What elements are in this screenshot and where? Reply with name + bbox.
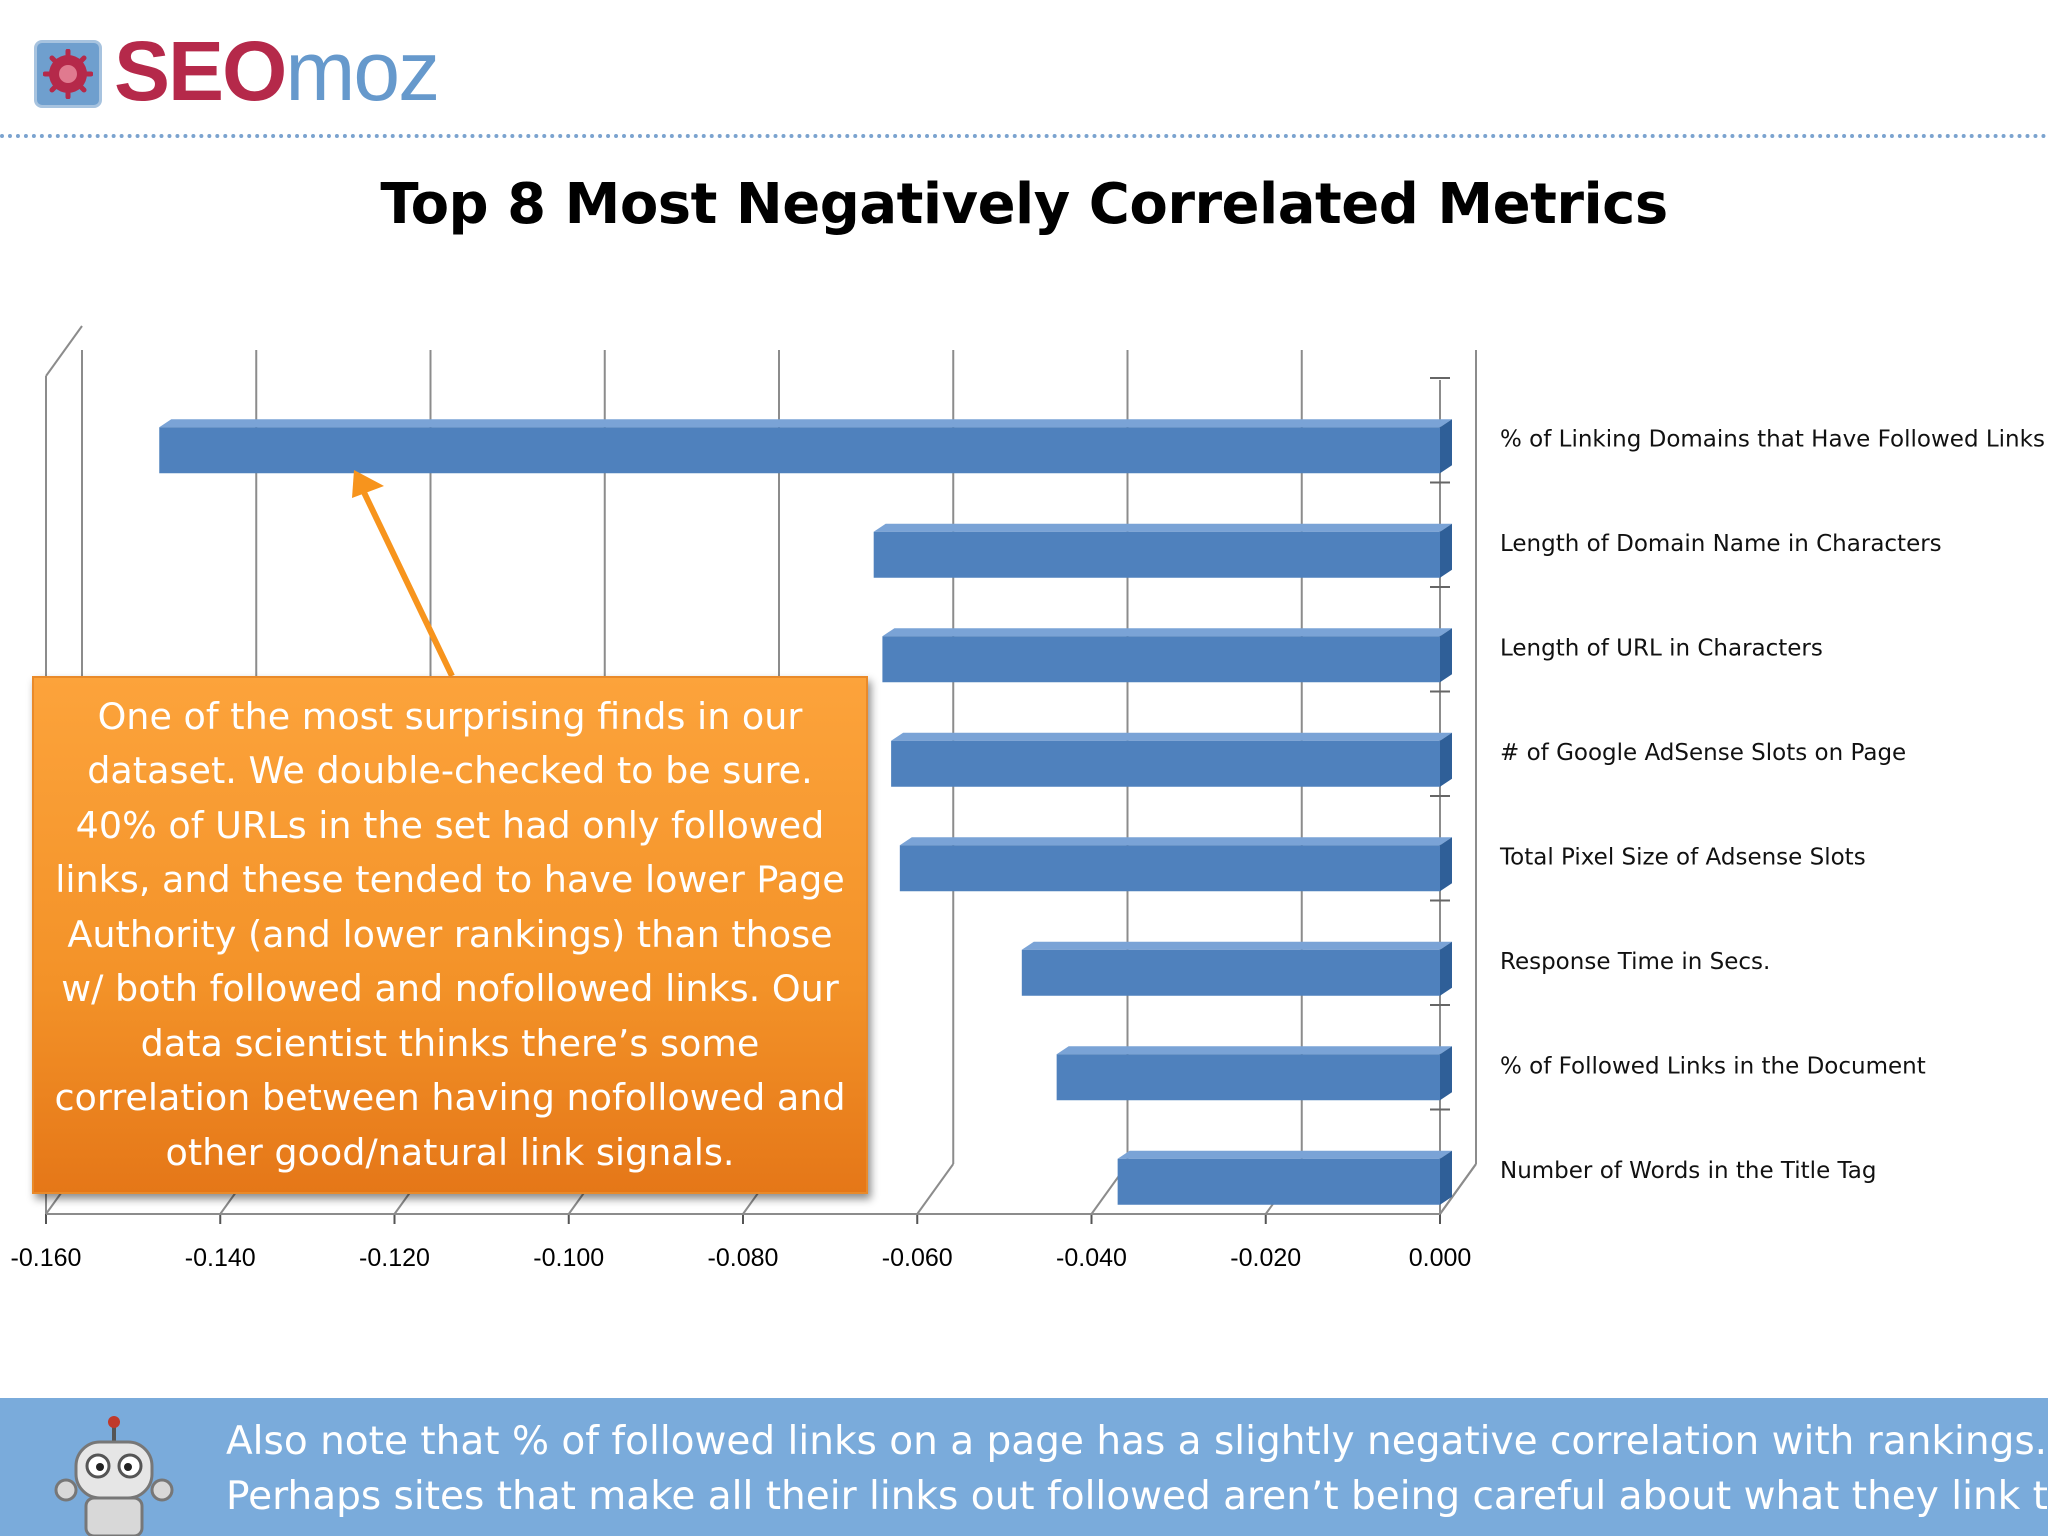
- bar: [159, 427, 1441, 474]
- robot-mascot-icon: [54, 1416, 174, 1536]
- callout-arrow: [352, 470, 455, 678]
- bar-side: [1440, 1150, 1452, 1205]
- category-label: % of Linking Domains that Have Followed …: [1500, 426, 2045, 452]
- zero-axis-floor: [1439, 1163, 1477, 1215]
- callout-text: One of the most surprising finds in our …: [54, 694, 846, 1174]
- category-label: Total Pixel Size of Adsense Slots: [1499, 844, 1866, 870]
- tick-label: -0.080: [708, 1244, 779, 1272]
- bar-top: [899, 837, 1452, 846]
- bar: [1021, 949, 1440, 996]
- footer-line-1: Also note that % of followed links on a …: [226, 1419, 2048, 1464]
- x-axis-ticks: -0.160 -0.140 -0.120 -0.100 -0.080 -0.060 -0.0…: [11, 1244, 1472, 1272]
- bar-side: [1440, 1046, 1452, 1101]
- tick-label: -0.160: [11, 1244, 82, 1272]
- footer-banner: Also note that % of followed links on a …: [0, 1398, 2048, 1536]
- bar-top: [1117, 1150, 1452, 1159]
- bar-top: [891, 732, 1452, 741]
- header-divider: [0, 134, 2048, 138]
- tick-label: -0.020: [1230, 1244, 1301, 1272]
- tick-label: -0.120: [359, 1244, 430, 1272]
- callout-box: One of the most surprising finds in our …: [32, 676, 868, 1194]
- chart-bars: [159, 419, 1453, 1205]
- tick-label: 0.000: [1409, 1244, 1472, 1272]
- category-label: Response Time in Secs.: [1500, 949, 1770, 975]
- bar-side: [1440, 837, 1452, 892]
- bar: [891, 740, 1440, 787]
- bar-top: [882, 628, 1452, 637]
- bar: [882, 636, 1440, 683]
- category-label: Length of URL in Characters: [1500, 635, 1823, 661]
- category-label: Length of Domain Name in Characters: [1500, 531, 1942, 557]
- bar-top: [873, 523, 1452, 532]
- bar-chart: -0.160 -0.140 -0.120 -0.100 -0.080 -0.060 -0.0…: [11, 325, 2045, 1272]
- category-label: # of Google AdSense Slots on Page: [1500, 740, 1906, 766]
- bar-side: [1440, 628, 1452, 683]
- bar: [1117, 1158, 1440, 1205]
- bar-top: [1021, 941, 1452, 950]
- seomoz-logo: SEOmoz: [34, 26, 494, 116]
- bar-top: [1056, 1046, 1452, 1055]
- gridline-floor: [916, 1163, 955, 1215]
- tick-label: -0.100: [533, 1244, 604, 1272]
- bar-side: [1440, 419, 1452, 474]
- bar: [873, 531, 1440, 578]
- logo-moz-text: moz: [285, 24, 440, 118]
- bar-top: [159, 419, 1453, 428]
- footer-line-2: Perhaps sites that make all their links …: [226, 1474, 2048, 1519]
- left-wall-top: [45, 325, 83, 377]
- bar-side: [1440, 732, 1452, 787]
- category-label: % of Followed Links in the Document: [1500, 1053, 1926, 1079]
- category-labels: % of Linking Domains that Have Followed …: [1499, 426, 2045, 1184]
- logo-seo-text: SEO: [114, 24, 287, 118]
- bar-side: [1440, 523, 1452, 578]
- tick-label: -0.060: [882, 1244, 953, 1272]
- tick-label: -0.040: [1056, 1244, 1127, 1272]
- category-label: Number of Words in the Title Tag: [1500, 1158, 1876, 1184]
- bar-side: [1440, 941, 1452, 996]
- bar: [1056, 1054, 1440, 1101]
- bar: [899, 845, 1440, 892]
- logo-badge-icon: [34, 40, 102, 108]
- page-title: Top 8 Most Negatively Correlated Metrics: [380, 172, 1668, 237]
- tick-label: -0.140: [185, 1244, 256, 1272]
